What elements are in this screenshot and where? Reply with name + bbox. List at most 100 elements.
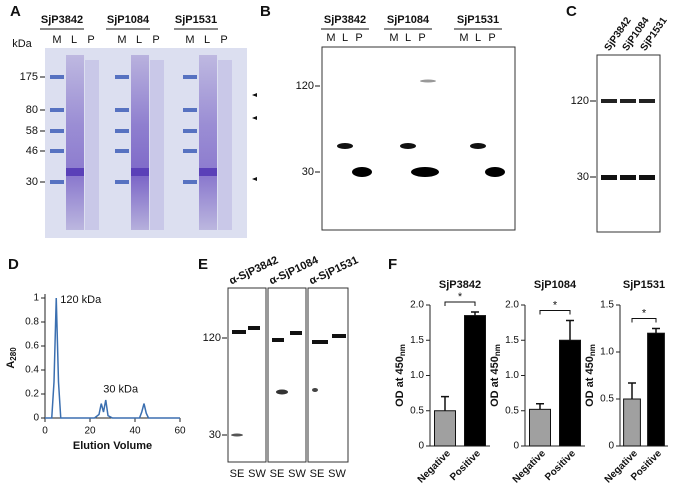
annotation: 30 kDa bbox=[103, 384, 139, 396]
label: L bbox=[71, 34, 77, 46]
label: 120 bbox=[571, 95, 589, 107]
error-bar bbox=[628, 382, 636, 399]
label: SjP3842 bbox=[324, 14, 366, 26]
y-tick-label: 0.2 bbox=[25, 389, 39, 400]
band bbox=[115, 180, 129, 184]
panel-label: B bbox=[260, 3, 271, 20]
label: 80 bbox=[26, 104, 38, 116]
blot bbox=[321, 46, 516, 231]
label: 30 bbox=[577, 171, 589, 183]
band bbox=[115, 108, 129, 112]
y-tick-label: 0.8 bbox=[25, 317, 39, 328]
smear bbox=[218, 60, 232, 230]
y-tick-label: 0 bbox=[608, 441, 614, 452]
y-axis-label: OD at 450nm bbox=[394, 344, 407, 407]
smear bbox=[199, 55, 217, 230]
significance-bracket bbox=[444, 301, 476, 307]
y-label-main: OD at 450 bbox=[394, 356, 406, 407]
y-tick-label: 0 bbox=[418, 441, 424, 452]
band bbox=[272, 338, 284, 342]
x-tick-label: 40 bbox=[129, 426, 141, 437]
band bbox=[115, 149, 129, 153]
annotation: 120 kDa bbox=[60, 294, 102, 306]
x-tick-label: Negative bbox=[416, 448, 454, 484]
label: L bbox=[204, 34, 210, 46]
x-tick-label: 0 bbox=[42, 426, 48, 437]
band bbox=[332, 334, 346, 338]
x-tick-label: Negative bbox=[511, 448, 549, 484]
blot bbox=[596, 54, 661, 233]
y-axis-label: OD at 450nm bbox=[584, 344, 597, 407]
band bbox=[639, 175, 655, 180]
label: 58 bbox=[26, 125, 38, 137]
y-tick-label: 0.5 bbox=[410, 405, 424, 416]
y-label-sub: 280 bbox=[9, 347, 18, 361]
x-tick-label: Positive bbox=[543, 448, 578, 483]
label: 46 bbox=[26, 145, 38, 157]
label: M bbox=[326, 32, 335, 44]
chart-title: SjP1084 bbox=[534, 279, 577, 291]
panel-label: A bbox=[10, 3, 21, 20]
band bbox=[601, 175, 617, 180]
y-tick-label: 1.0 bbox=[600, 347, 614, 358]
blot bbox=[267, 287, 307, 463]
y-tick-label: 0.5 bbox=[600, 394, 614, 405]
band bbox=[115, 129, 129, 133]
label: kDa bbox=[12, 38, 32, 50]
band bbox=[50, 75, 64, 79]
y-tick-label: 1.5 bbox=[505, 335, 519, 346]
band bbox=[50, 180, 64, 184]
significance-bracket bbox=[539, 310, 571, 315]
annotation: * bbox=[553, 299, 558, 311]
band bbox=[312, 388, 318, 392]
band bbox=[183, 108, 197, 112]
band bbox=[183, 75, 197, 79]
band bbox=[199, 168, 217, 176]
blot bbox=[227, 287, 267, 463]
band bbox=[50, 149, 64, 153]
y-tick-label: 1.0 bbox=[505, 370, 519, 381]
y-tick-label: 1.0 bbox=[410, 370, 424, 381]
y-tick-label: 1.5 bbox=[600, 300, 614, 311]
bar bbox=[647, 332, 665, 447]
x-axis-label: Elution Volume bbox=[73, 440, 152, 452]
y-label-sub: nm bbox=[493, 344, 502, 356]
label: P bbox=[220, 34, 227, 46]
band bbox=[115, 75, 129, 79]
label: M bbox=[459, 32, 468, 44]
label: 120 bbox=[296, 80, 314, 92]
smear bbox=[131, 55, 149, 230]
label: SE bbox=[310, 468, 325, 480]
label: P bbox=[152, 34, 159, 46]
label: SjP1531 bbox=[175, 14, 217, 26]
band bbox=[312, 340, 328, 344]
y-tick-label: 0 bbox=[513, 441, 519, 452]
y-axis-label: OD at 450nm bbox=[489, 344, 502, 407]
y-tick-label: 0.6 bbox=[25, 341, 39, 352]
error-bar bbox=[441, 395, 449, 411]
band bbox=[50, 108, 64, 112]
label: M bbox=[117, 34, 126, 46]
bar bbox=[464, 315, 486, 447]
label: SW bbox=[328, 468, 346, 480]
x-tick-label: 20 bbox=[84, 426, 96, 437]
band bbox=[290, 331, 302, 335]
band bbox=[620, 175, 636, 180]
y-tick-label: 1 bbox=[33, 293, 39, 304]
label: P bbox=[87, 34, 94, 46]
chart-title: SjP1531 bbox=[623, 279, 665, 291]
smear bbox=[150, 60, 164, 230]
label: 175 bbox=[20, 71, 38, 83]
label: L bbox=[136, 34, 142, 46]
label: M bbox=[185, 34, 194, 46]
significance-bracket bbox=[631, 318, 657, 323]
band bbox=[485, 167, 505, 177]
band bbox=[352, 167, 372, 177]
blot bbox=[307, 287, 349, 463]
label: SE bbox=[270, 468, 285, 480]
x-tick-label: Positive bbox=[448, 448, 483, 483]
label: SW bbox=[248, 468, 266, 480]
band bbox=[50, 129, 64, 133]
label: L bbox=[405, 32, 411, 44]
